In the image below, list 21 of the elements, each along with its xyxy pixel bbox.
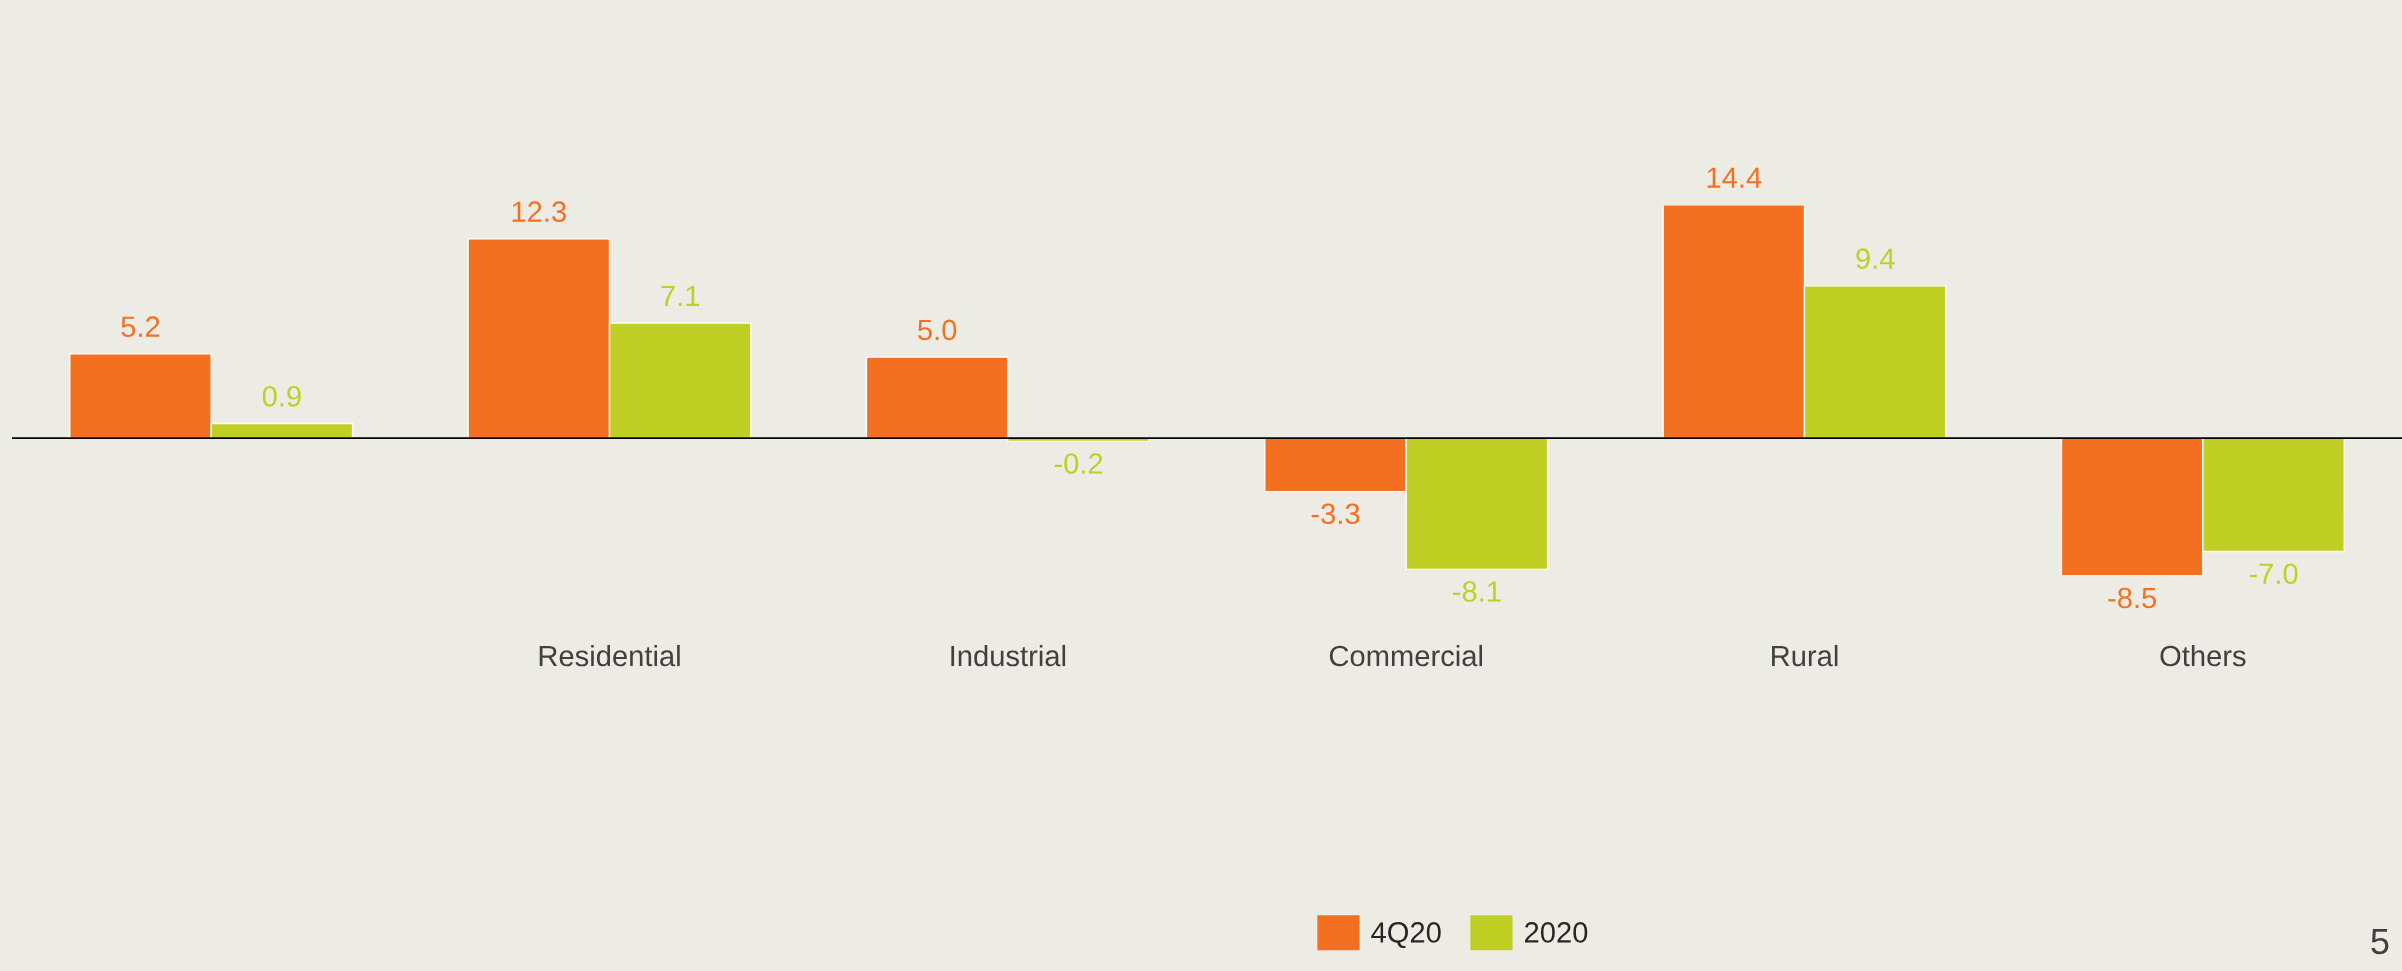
data-label: 0.9 bbox=[262, 386, 301, 407]
x-tick-label: Industrial bbox=[951, 644, 1066, 667]
data-label: 5.2 bbox=[121, 316, 160, 338]
data-label: 9.4 bbox=[1856, 248, 1895, 269]
x-tick-label: Rural bbox=[1772, 644, 1838, 667]
data-label: -7.0 bbox=[2249, 563, 2298, 585]
bar bbox=[865, 356, 1009, 439]
legend-label: 2020 bbox=[1524, 922, 1588, 943]
data-label: -8.1 bbox=[1453, 581, 1501, 602]
data-label: -3.3 bbox=[1311, 503, 1360, 525]
data-label: 5.0 bbox=[918, 319, 957, 341]
x-tick-label: Residential bbox=[539, 644, 680, 667]
x-tick-label: Commercial bbox=[1329, 644, 1483, 667]
legend-label: 4Q20 bbox=[1371, 922, 1441, 948]
x-tick-label: Others bbox=[2160, 644, 2246, 667]
data-label: 12.3 bbox=[512, 201, 566, 223]
data-label: 14.4 bbox=[1707, 167, 1762, 188]
data-label: -0.2 bbox=[1054, 453, 1103, 474]
data-label: 7.1 bbox=[661, 285, 700, 306]
text: 5 bbox=[2371, 928, 2389, 955]
data-label: -8.5 bbox=[2108, 587, 2157, 609]
